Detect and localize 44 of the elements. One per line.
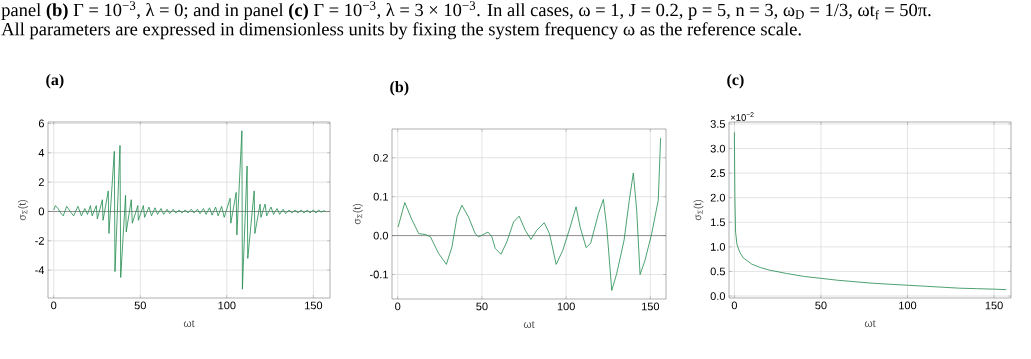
y-tick-label: 3.5 <box>710 120 725 128</box>
line-series <box>53 130 326 290</box>
y-tick-label: 0.0 <box>710 292 726 300</box>
y-tick-label: 4 <box>38 149 45 157</box>
y-tick-label: -4 <box>35 266 45 274</box>
y-axis-title: σ$_{Σ}$(t) <box>352 203 363 225</box>
text: ×10$^{−2}$ <box>730 112 754 121</box>
x-axis-title: ωt <box>183 320 195 328</box>
x-tick-label: 0 <box>395 302 401 311</box>
chart-title: (c) <box>727 73 744 89</box>
text: All parameters are expressed in dimensionless units by fixing the system frequency ω as the reference scale. <box>1 22 801 40</box>
x-tick-label: 50 <box>815 301 827 310</box>
chart-title: (a) <box>46 73 64 89</box>
x-tick-label: 150 <box>642 302 660 311</box>
x-axis-title: ωt <box>864 320 876 328</box>
y-axis-title: σ$_{Σ}$(t) <box>18 199 28 221</box>
y-tick-label: 2 <box>38 178 44 186</box>
y-tick-label: 0.0 <box>373 231 389 240</box>
x-tick-label: 100 <box>218 301 236 310</box>
y-tick-label: 0.2 <box>373 153 388 162</box>
x-tick-label: 150 <box>305 301 323 310</box>
text: panel (b) Γ = 10$^{−3}$, λ = 0; and in panel (c) Γ = 10$^{−3}$, λ = 3 × 10$^{−3}$. In all cases, ω = 1, J = 0.2, p = 5, n = 3, ω$_{D}$ = 1/3, ωt$_{f}$ = 50π. <box>1 1 931 20</box>
y-tick-label: -0.1 <box>370 270 388 279</box>
x-tick-label: 50 <box>134 301 146 310</box>
y-tick-label: 2.0 <box>710 193 726 202</box>
x-tick-label: 150 <box>985 301 1003 310</box>
x-axis-title: ωt <box>523 321 535 329</box>
y-tick-label: -2 <box>35 236 44 245</box>
x-tick-label: 50 <box>476 302 488 311</box>
x-tick-label: 0 <box>51 301 57 310</box>
y-tick-label: 0.1 <box>373 192 388 201</box>
y-tick-label: 1.5 <box>711 218 725 227</box>
y-tick-label: 6 <box>38 119 44 128</box>
x-tick-label: 0 <box>731 301 737 310</box>
line-series <box>397 137 662 291</box>
y-tick-label: 0.5 <box>710 267 725 276</box>
y-tick-label: 0 <box>38 207 45 216</box>
x-tick-label: 100 <box>899 301 917 310</box>
chart-title: (b) <box>390 80 409 96</box>
y-axis-title: σ$_{Σ}$(t) <box>693 199 704 221</box>
y-tick-label: 1.0 <box>711 242 726 251</box>
y-tick-label: 2.5 <box>710 169 725 178</box>
x-tick-label: 100 <box>557 302 575 311</box>
y-tick-label: 3.0 <box>710 144 726 153</box>
